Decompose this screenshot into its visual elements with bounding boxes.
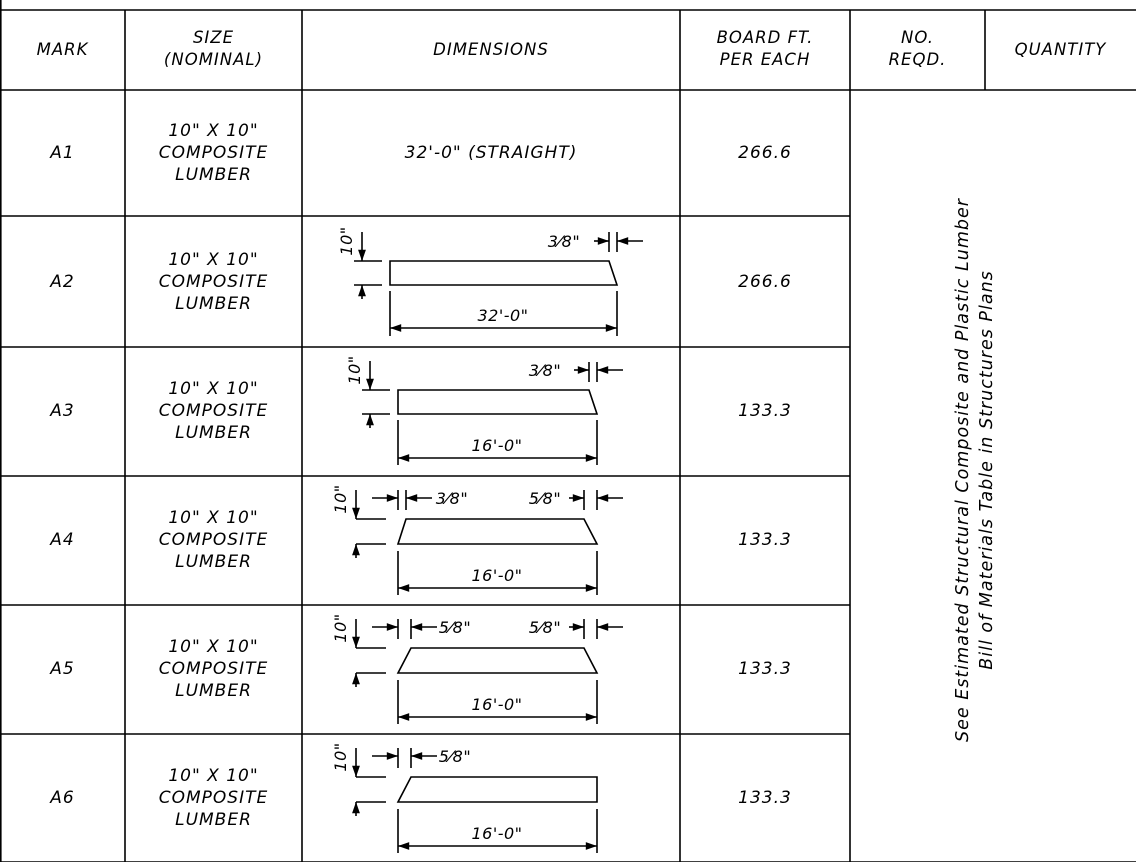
row-a6-board-ft: 133.3 [738, 788, 792, 808]
row-a4-board-ft: 133.3 [738, 530, 792, 550]
row-a2-lumber-drawing [354, 232, 643, 336]
row-a2-height-label: 10" [337, 226, 356, 255]
row-a5-length-label: 16'-0" [471, 695, 522, 714]
size-line: COMPOSITE [158, 143, 269, 163]
row-a1-size: 10" X 10" COMPOSITE LUMBER [125, 120, 302, 186]
size-line: LUMBER [175, 810, 252, 830]
row-a3-size: 10" X 10" COMPOSITE LUMBER [125, 378, 302, 444]
row-a4-height-label: 10" [331, 484, 350, 513]
size-line: LUMBER [175, 423, 252, 443]
header-quantity: QUANTITY [1014, 40, 1107, 59]
row-a5-lumber-drawing [352, 619, 623, 724]
row-a4-right-taper-label: 5⁄8" [529, 489, 561, 508]
size-line: LUMBER [175, 165, 252, 185]
row-a6-lumber-drawing [352, 748, 598, 853]
row-a6-mark: A6 [50, 788, 75, 808]
size-line: LUMBER [175, 552, 252, 572]
size-line: 10" X 10" [168, 250, 259, 270]
row-a1-dimension-text: 32'-0" (STRAIGHT) [404, 143, 578, 163]
row-a2-size: 10" X 10" COMPOSITE LUMBER [125, 249, 302, 315]
header-board-ft-line1: BOARD FT. [716, 28, 814, 47]
size-line: COMPOSITE [158, 659, 269, 679]
size-line: COMPOSITE [158, 788, 269, 808]
row-a6-length-label: 16'-0" [471, 824, 522, 843]
row-a3-length-label: 16'-0" [471, 436, 522, 455]
header-board-ft-line2: PER EACH [719, 50, 811, 69]
header-no-reqd: NO. REQD. [850, 27, 985, 71]
size-line: 10" X 10" [168, 121, 259, 141]
row-a4-lumber-drawing [352, 490, 623, 595]
header-size-line1: SIZE [192, 28, 235, 47]
quantity-note-line1: See Estimated Structural Composite and P… [953, 198, 973, 742]
row-a6-left-taper-label: 5⁄8" [439, 747, 471, 766]
row-a3-lumber-drawing [362, 361, 623, 465]
size-line: LUMBER [175, 681, 252, 701]
row-a1-board-ft: 266.6 [738, 143, 792, 163]
header-dimensions: DIMENSIONS [433, 40, 549, 59]
header-mark: MARK [36, 40, 89, 59]
row-a3-board-ft: 133.3 [738, 401, 792, 421]
row-a6-size: 10" X 10" COMPOSITE LUMBER [125, 765, 302, 831]
row-a5-left-taper-label: 5⁄8" [439, 618, 471, 637]
header-no-reqd-line1: NO. [901, 28, 934, 47]
row-a2-right-taper-label: 3⁄8" [548, 232, 580, 251]
header-size-line2: (NOMINAL) [163, 50, 264, 69]
size-line: COMPOSITE [158, 272, 269, 292]
size-line: 10" X 10" [168, 379, 259, 399]
row-a6-height-label: 10" [331, 742, 350, 771]
row-a5-right-taper-label: 5⁄8" [529, 618, 561, 637]
row-a1-mark: A1 [50, 143, 75, 163]
size-line: 10" X 10" [168, 508, 259, 528]
header-size: SIZE (NOMINAL) [125, 27, 302, 71]
row-a4-size: 10" X 10" COMPOSITE LUMBER [125, 507, 302, 573]
row-a3-mark: A3 [50, 401, 75, 421]
size-line: LUMBER [175, 294, 252, 314]
quantity-note-line2: Bill of Materials Table in Structures Pl… [977, 270, 997, 670]
header-board-ft: BOARD FT. PER EACH [680, 27, 850, 71]
row-a4-mark: A4 [50, 530, 75, 550]
row-a5-mark: A5 [50, 659, 75, 679]
row-a2-length-label: 32'-0" [477, 306, 528, 325]
row-a5-height-label: 10" [331, 613, 350, 642]
row-a2-mark: A2 [50, 272, 75, 292]
row-a2-board-ft: 266.6 [738, 272, 792, 292]
size-line: 10" X 10" [168, 766, 259, 786]
size-line: COMPOSITE [158, 401, 269, 421]
row-a5-board-ft: 133.3 [738, 659, 792, 679]
row-a4-left-taper-label: 3⁄8" [436, 489, 468, 508]
header-no-reqd-line2: REQD. [888, 50, 947, 69]
row-a4-length-label: 16'-0" [471, 566, 522, 585]
size-line: COMPOSITE [158, 530, 269, 550]
row-a5-size: 10" X 10" COMPOSITE LUMBER [125, 636, 302, 702]
row-a3-right-taper-label: 3⁄8" [529, 361, 561, 380]
size-line: 10" X 10" [168, 637, 259, 657]
row-a3-height-label: 10" [345, 355, 364, 384]
